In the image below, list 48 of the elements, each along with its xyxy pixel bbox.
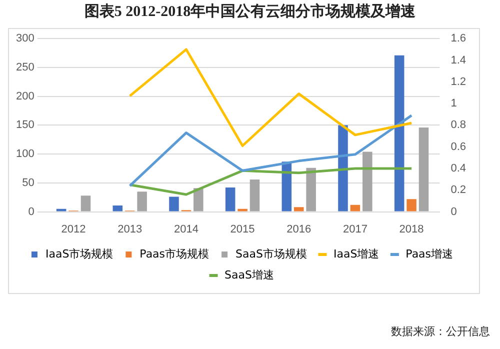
- bar: [56, 208, 66, 212]
- bar: [169, 196, 179, 212]
- bar: [225, 188, 236, 212]
- x-tick-label: 2012: [61, 223, 86, 236]
- x-tick-label: 2013: [118, 223, 142, 236]
- legend-label: SaaS市场规模: [236, 247, 307, 260]
- y2-tick-label: 0.4: [450, 162, 466, 175]
- y-tick-label: 250: [16, 62, 34, 74]
- x-tick-label: 2017: [342, 223, 368, 236]
- x-tick-label: 2016: [286, 223, 312, 236]
- legend-label: IaaS增速: [333, 247, 380, 260]
- legend-label: Paas市场规模: [140, 247, 210, 260]
- y2-tick-label: 1.6: [450, 32, 466, 45]
- bar: [194, 188, 204, 212]
- y2-tick-label: 1.4: [450, 54, 466, 66]
- y-tick-label: 100: [16, 148, 34, 160]
- x-tick-label: 2018: [399, 223, 424, 236]
- bar: [362, 152, 372, 212]
- bar: [418, 128, 429, 212]
- y2-tick-label: 0.6: [450, 140, 466, 153]
- y-tick-label: 150: [16, 119, 34, 132]
- chart-title: 图表5 2012-2018年中国公有云细分市场规模及增速: [83, 2, 417, 21]
- bar: [137, 192, 147, 212]
- bar: [338, 125, 348, 212]
- y-tick-label: 0: [28, 206, 34, 218]
- y-tick-label: 300: [16, 32, 34, 45]
- bar: [394, 55, 404, 212]
- bar: [406, 199, 416, 212]
- bar: [250, 179, 260, 212]
- y2-tick-label: 0: [450, 206, 457, 218]
- x-tick-label: 2014: [174, 223, 198, 236]
- y2-tick-label: 0.8: [450, 119, 466, 132]
- bar: [350, 204, 360, 212]
- legend-label: SaaS增速: [224, 268, 274, 282]
- y-tick-label: 50: [22, 176, 34, 189]
- legend-label: Paas增速: [406, 247, 454, 260]
- source-note: 数据来源：公开信息: [391, 324, 490, 339]
- y2-tick-label: 1.2: [450, 76, 466, 88]
- y2-tick-label: 0.2: [450, 184, 466, 196]
- bar: [80, 196, 91, 212]
- bar: [238, 208, 248, 212]
- y2-tick-label: 1: [450, 98, 457, 110]
- bar: [112, 205, 123, 212]
- x-tick-label: 2015: [230, 223, 255, 236]
- bar: [306, 168, 316, 212]
- bar: [294, 207, 304, 212]
- y-tick-label: 200: [16, 90, 34, 102]
- legend-label: IaaS市场规模: [45, 247, 114, 260]
